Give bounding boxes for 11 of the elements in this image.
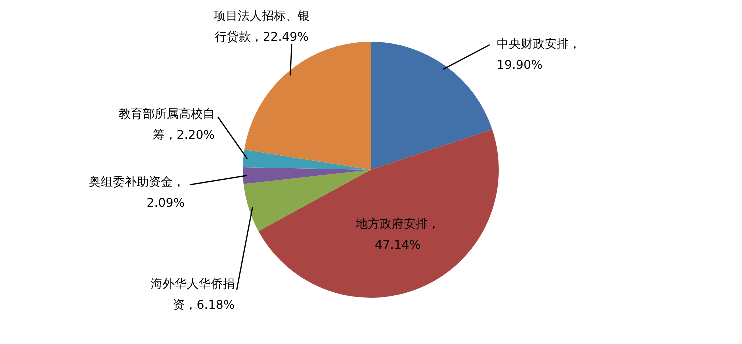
pie-slice: [243, 150, 371, 170]
slice-label: 中央财政安排，19.90%: [497, 37, 581, 72]
slice-label: 地方政府安排，47.14%: [355, 217, 440, 252]
pie-slice: [258, 130, 499, 298]
pie-slice: [371, 42, 492, 170]
slice-label: 项目法人招标、银行贷款，22.49%: [214, 9, 310, 44]
slice-label: 教育部所属高校自筹，2.20%: [119, 107, 215, 142]
slice-label: 奥组委补助资金，2.09%: [89, 175, 185, 210]
pie-slice: [243, 168, 371, 184]
pie-slice: [244, 42, 371, 170]
slice-label: 海外华人华侨捐资，6.18%: [151, 277, 235, 312]
